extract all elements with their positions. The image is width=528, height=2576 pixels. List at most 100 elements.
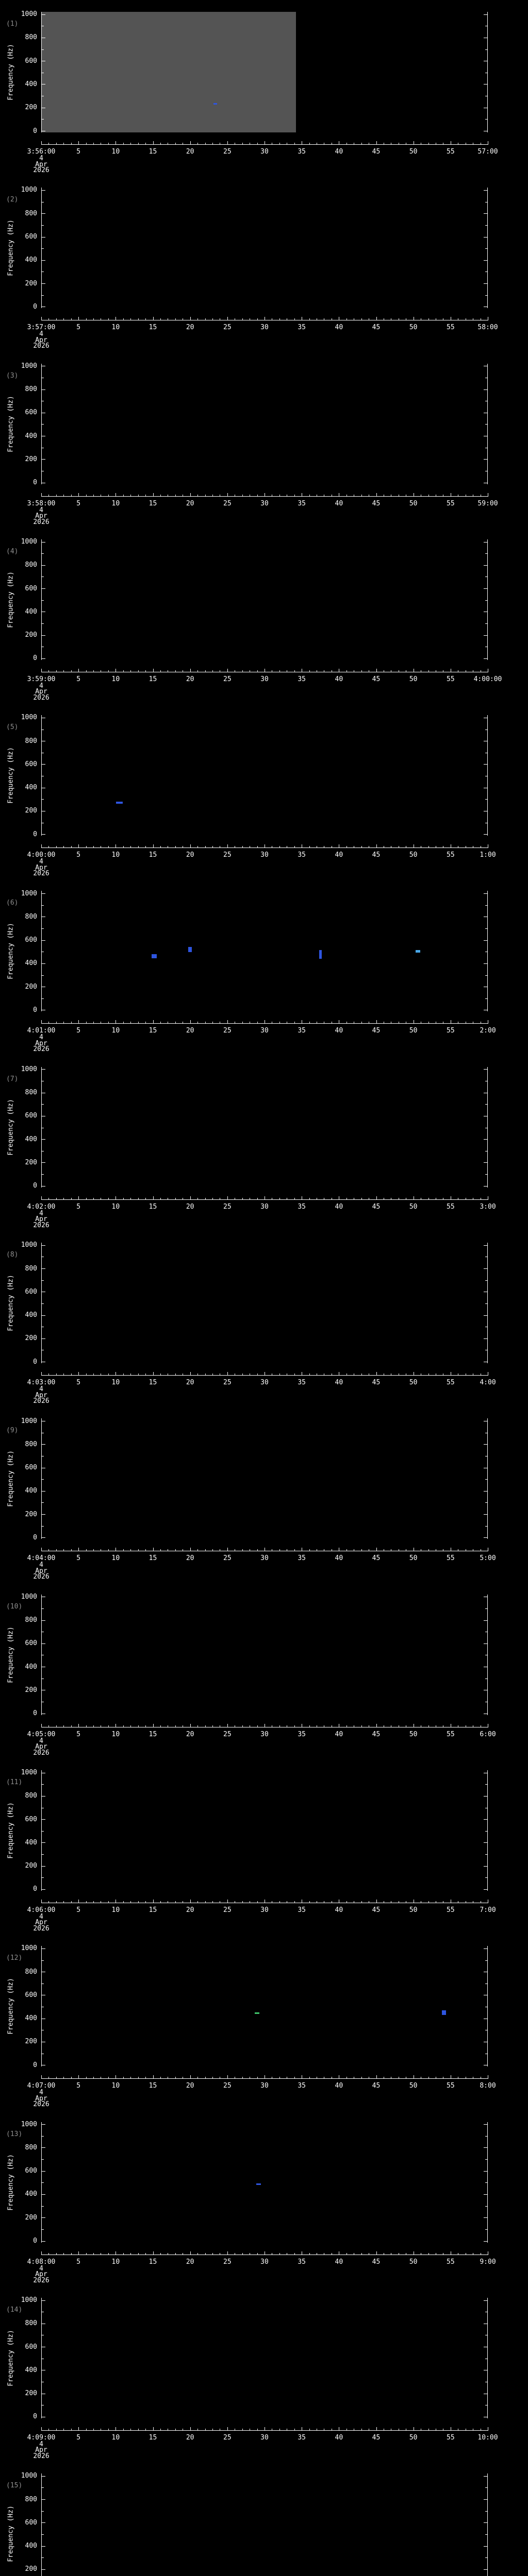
x-minor-tick (130, 1725, 131, 1727)
y-minor-tick (485, 2136, 487, 2137)
x-minor-tick (56, 1549, 57, 1551)
y-major-tick (484, 2546, 487, 2547)
y-axis-title: Frequency (Hz) (7, 2505, 15, 2562)
y-major-tick (42, 1537, 45, 1538)
x-tick-label: 30 (260, 1730, 269, 1738)
x-minor-tick (123, 1197, 124, 1199)
y-major-tick (42, 1069, 45, 1070)
x-tick-label: 10 (111, 1202, 120, 1211)
y-tick-label: 0 (33, 302, 37, 311)
x-minor-tick (205, 1022, 206, 1024)
y-minor-tick (42, 905, 44, 906)
x-major-tick (376, 2427, 377, 2430)
x-minor-tick (138, 1725, 139, 1727)
date-line: Apr (35, 336, 47, 344)
x-minor-tick (205, 1901, 206, 1903)
y-axis-title: Frequency (Hz) (7, 2154, 15, 2211)
x-minor-tick (175, 1374, 176, 1376)
x-minor-tick (205, 1725, 206, 1727)
x-tick-label: 50 (409, 2433, 418, 2442)
x-major-tick (78, 317, 79, 320)
x-major-tick (376, 844, 377, 848)
x-minor-tick (212, 494, 213, 496)
x-end-time-label: 9:00 (480, 2258, 496, 2266)
y-major-tick (484, 2147, 487, 2148)
x-minor-tick (309, 846, 310, 848)
x-minor-tick (242, 143, 243, 144)
y-tick-label: 400 (25, 2190, 37, 2198)
y-minor-tick (485, 799, 487, 800)
y-minor-tick (42, 225, 44, 226)
x-tick-label: 20 (186, 2433, 194, 2442)
y-major-tick (484, 2569, 487, 2570)
x-minor-tick (428, 143, 429, 144)
x-minor-tick (294, 1022, 295, 1024)
x-minor-tick (145, 846, 146, 848)
x-minor-tick (361, 143, 362, 144)
y-tick-label: 0 (33, 127, 37, 135)
x-minor-tick (160, 670, 161, 672)
date-line: Apr (35, 1743, 47, 1751)
x-minor-tick (428, 670, 429, 672)
y-tick-label: 0 (33, 1709, 37, 1718)
y-major-tick (484, 1315, 487, 1316)
x-tick-label: 30 (260, 1202, 269, 1211)
x-minor-tick (428, 1374, 429, 1376)
y-minor-tick (42, 424, 44, 425)
x-tick-label: 35 (298, 324, 306, 332)
x-minor-tick (160, 143, 161, 144)
y-major-tick (484, 1245, 487, 1246)
x-tick-label: 55 (447, 1554, 455, 1563)
y-tick-label: 1000 (21, 1065, 37, 1073)
y-tick-label: 600 (25, 1112, 37, 1120)
x-tick-label: 40 (335, 851, 343, 859)
x-minor-tick (197, 846, 199, 848)
x-tick-label: 30 (260, 499, 269, 507)
x-tick-label: 45 (372, 499, 381, 507)
x-minor-tick (160, 1022, 161, 1024)
y-tick-label: 600 (25, 57, 37, 65)
y-major-tick (42, 2300, 45, 2301)
x-minor-tick (145, 1901, 146, 1903)
y-tick-label: 800 (25, 1264, 37, 1273)
date-line: 4 (39, 155, 43, 162)
x-minor-tick (242, 318, 243, 320)
date-line: 2026 (33, 1045, 50, 1054)
x-minor-tick (63, 1549, 64, 1551)
y-tick-label: 1000 (21, 2472, 37, 2480)
x-minor-tick (361, 1901, 362, 1903)
y-major-tick (484, 2499, 487, 2500)
x-minor-tick (294, 1374, 295, 1376)
x-end-time-label: 4:00:00 (473, 675, 502, 683)
y-minor-tick (485, 1479, 487, 1480)
y-tick-label: 1000 (21, 1241, 37, 1249)
x-minor-tick (71, 2428, 72, 2430)
y-major-tick (484, 2241, 487, 2242)
x-tick-label: 30 (260, 324, 269, 332)
y-axis-left (41, 1946, 42, 2067)
x-minor-tick (242, 1901, 243, 1903)
x-minor-tick (130, 2077, 131, 2079)
x-major-tick (41, 1548, 42, 1551)
x-tick-label: 15 (148, 1379, 157, 1387)
x-minor-tick (197, 1549, 199, 1551)
x-minor-tick (160, 2077, 161, 2079)
x-minor-tick (309, 1374, 310, 1376)
date-line: 4 (39, 506, 43, 514)
y-major-tick (484, 283, 487, 284)
x-tick-label: 20 (186, 2258, 194, 2266)
x-tick-label: 20 (186, 1730, 194, 1738)
date-line: Apr (35, 1039, 47, 1047)
x-tick-label: 10 (111, 1906, 120, 1914)
date-line: 2026 (33, 342, 50, 350)
x-tick-label: 35 (298, 2433, 306, 2442)
date-line: 2026 (33, 2100, 50, 2109)
spectrogram-panel-8: (8) Frequency (Hz) 0 200 400 600 800 1000 5 10 15 2… (0, 1231, 528, 1406)
x-tick-label: 35 (298, 1379, 306, 1387)
x-tick-label: 35 (298, 1906, 306, 1914)
x-tick-label: 25 (223, 324, 232, 332)
y-axis-right (487, 1770, 488, 1891)
x-minor-tick (138, 2428, 139, 2430)
x-tick-label: 5 (76, 1730, 81, 1738)
x-start-time-label: 3:58:00 (27, 499, 56, 507)
